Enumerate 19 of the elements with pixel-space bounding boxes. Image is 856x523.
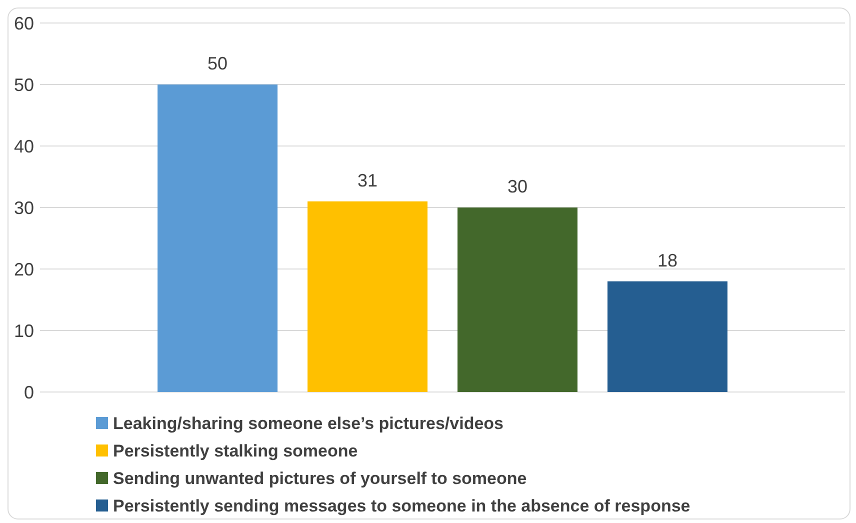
legend-label: Persistently stalking someone [113, 441, 358, 460]
legend-label: Persistently sending messages to someone in the absence of response [113, 496, 690, 516]
bar [158, 84, 278, 392]
legend-label: Leaking/sharing someone else’s pictures/videos [113, 414, 504, 433]
data-label: 18 [657, 250, 678, 270]
data-label: 31 [357, 170, 378, 190]
bar [607, 281, 728, 392]
y-tick-label: 40 [14, 136, 34, 156]
data-label: 50 [208, 54, 228, 74]
bar [308, 201, 428, 392]
y-tick-label: 60 [14, 13, 34, 34]
y-tick-label: 50 [14, 74, 34, 95]
y-tick-label: 30 [14, 198, 34, 218]
bar [458, 208, 578, 392]
y-tick-label: 0 [24, 382, 34, 402]
y-tick-label: 20 [14, 259, 34, 280]
legend-label: Sending unwanted pictures of yourself to someone [113, 468, 527, 488]
y-tick-label: 10 [14, 320, 34, 341]
data-label: 30 [507, 176, 528, 196]
